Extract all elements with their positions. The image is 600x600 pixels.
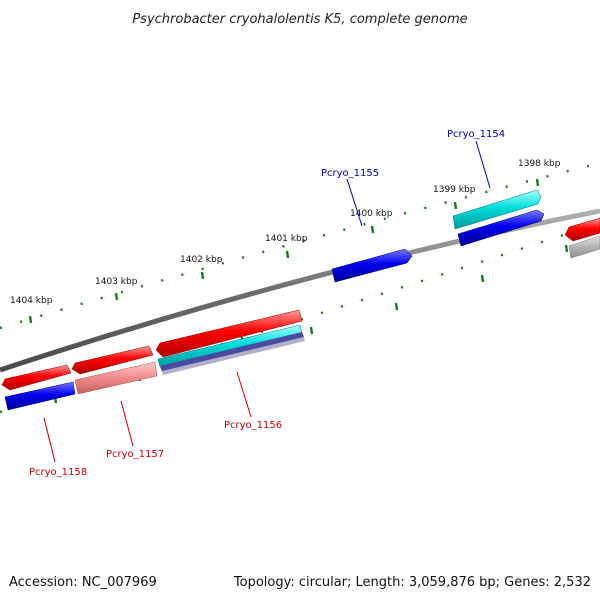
gene-reverse-1155[interactable]: [331, 248, 413, 283]
leader-line-1154: [475, 140, 491, 189]
scale-label-1398: 1398 kbp: [518, 159, 561, 169]
scale-label-1403: 1403 kbp: [95, 277, 138, 287]
upper-scale-track: [0, 161, 600, 330]
gene-grey-offscreen[interactable]: [568, 235, 600, 259]
gene-label-pcryo-1157[interactable]: Pcryo_1157: [106, 449, 164, 460]
gene-reverse-1154b[interactable]: [457, 209, 545, 247]
gene-reverse-1156-light[interactable]: [162, 337, 305, 375]
scale-tick-1398: [535, 178, 540, 187]
leader-line-1156: [236, 371, 252, 418]
scale-tick-1401: [285, 250, 290, 259]
gene-label-pcryo-1155[interactable]: Pcryo_1155: [321, 168, 379, 179]
scale-label-1400: 1400 kbp: [350, 209, 393, 219]
gene-forward-offscreen[interactable]: [564, 217, 600, 242]
accession-text: Accession: NC_007969: [9, 575, 157, 590]
gene-reverse-1154[interactable]: [452, 189, 542, 230]
gene-forward-1157[interactable]: [71, 345, 154, 375]
map-title: Psychrobacter cryohalolentis K5, complet…: [132, 12, 467, 27]
scale-tick-1399: [453, 201, 458, 210]
scale-tick-1402: [200, 271, 205, 280]
lower-scale-tick-7: [564, 244, 569, 253]
scale-label-1399: 1399 kbp: [433, 185, 476, 195]
scale-tick-1404: [28, 315, 33, 324]
gene-label-pcryo-1158[interactable]: Pcryo_1158: [29, 467, 87, 478]
scale-label-1404: 1404 kbp: [10, 296, 53, 306]
lower-scale-tick-5: [394, 302, 399, 311]
scale-tick-1403: [114, 292, 119, 301]
scale-tick-1400: [370, 225, 375, 234]
leader-line-1158: [43, 417, 56, 463]
gene-label-pcryo-1156[interactable]: Pcryo_1156: [224, 420, 282, 431]
gene-pseudo-1157[interactable]: [74, 361, 158, 395]
gene-reverse-1158[interactable]: [4, 381, 76, 411]
lower-scale-tick-4: [309, 326, 314, 335]
gene-forward-1156[interactable]: [155, 309, 303, 358]
lower-scale-tick-6: [480, 274, 485, 283]
gene-reverse-1156-navy[interactable]: [160, 332, 304, 372]
upper-scale-dots: [0, 161, 600, 330]
gene-forward-1158[interactable]: [1, 364, 72, 391]
leader-line-1157: [120, 400, 134, 447]
genome-summary-text: Topology: circular; Length: 3,059,876 bp…: [233, 575, 591, 590]
gene-label-pcryo-1154[interactable]: Pcryo_1154: [447, 129, 505, 140]
leader-line-1155: [346, 178, 363, 227]
scale-label-1401: 1401 kbp: [265, 234, 308, 244]
scale-label-1402: 1402 kbp: [180, 255, 223, 265]
